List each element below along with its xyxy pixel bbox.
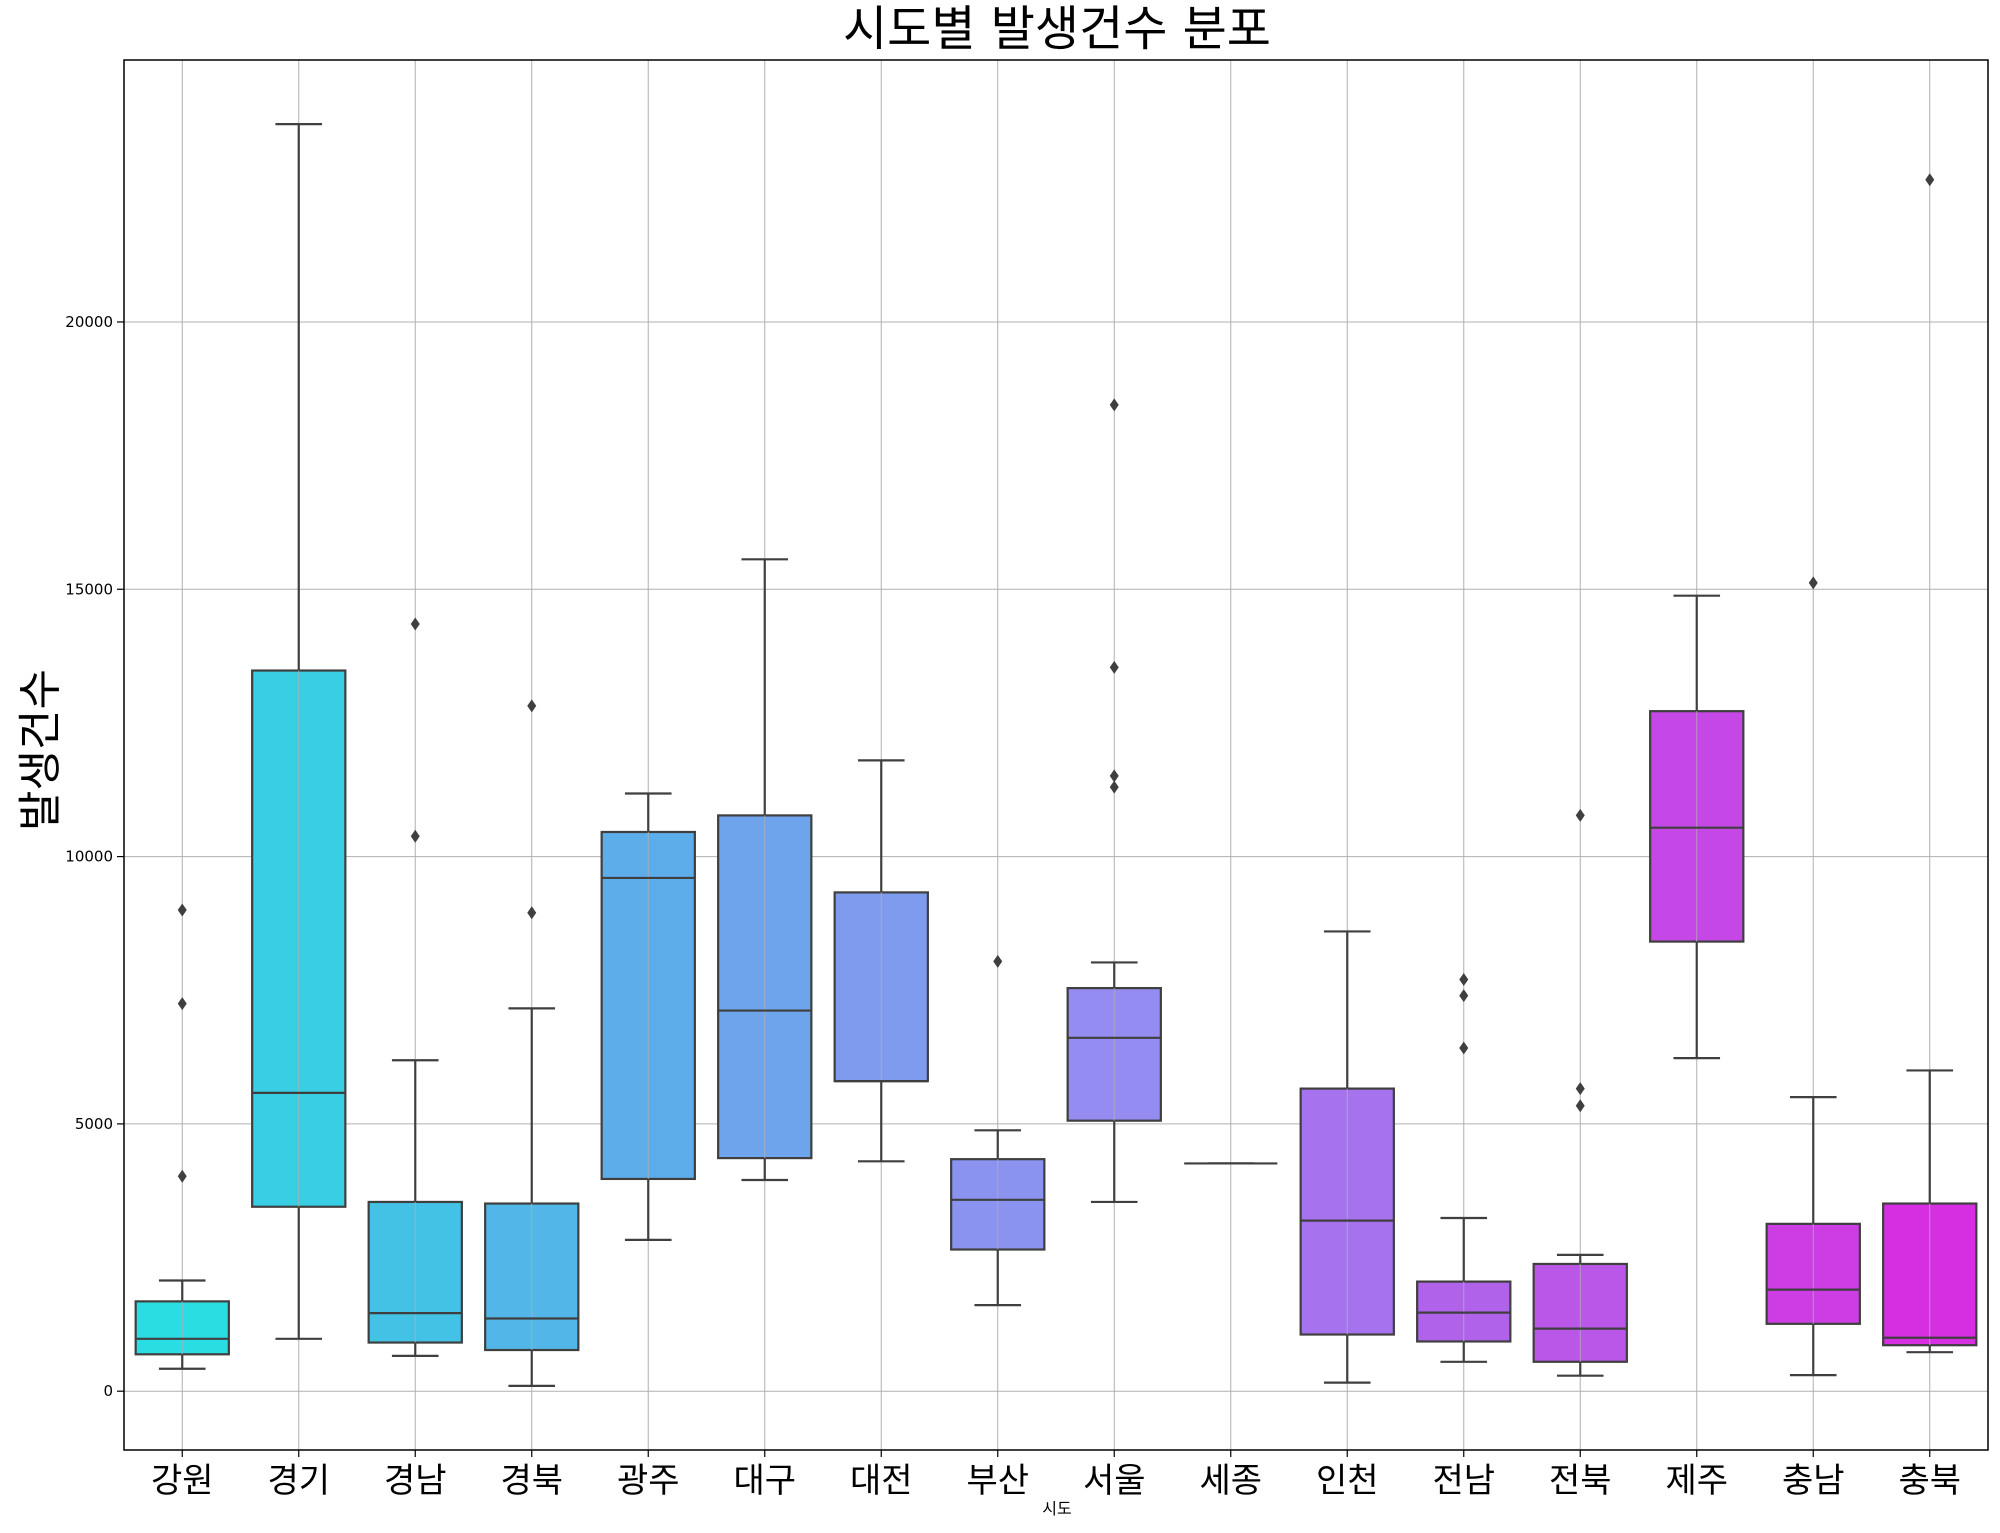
outlier-point xyxy=(1575,1099,1585,1113)
box-3 xyxy=(484,699,580,1387)
box-8 xyxy=(1066,398,1162,1204)
y-axis-label: 발생건수 xyxy=(15,669,66,831)
outlier-point xyxy=(410,829,420,843)
outlier-point xyxy=(1459,973,1469,987)
y-tick-label: 20000 xyxy=(65,313,113,331)
outlier-point xyxy=(1109,780,1119,794)
outlier-point xyxy=(1925,173,1935,187)
box-series xyxy=(134,123,1978,1387)
y-tick-label: 0 xyxy=(103,1382,113,1400)
box-11 xyxy=(1416,973,1512,1363)
outlier-point xyxy=(993,954,1003,968)
box-0 xyxy=(134,903,230,1370)
x-tick-label: 충북 xyxy=(1898,1461,1961,1501)
box-14 xyxy=(1765,576,1861,1377)
y-tick-label: 5000 xyxy=(75,1115,113,1133)
x-tick-label: 경남 xyxy=(384,1461,447,1501)
box-6 xyxy=(833,759,929,1163)
outlier-point xyxy=(410,617,420,631)
box-5 xyxy=(717,558,813,1182)
box-10 xyxy=(1299,930,1395,1384)
outlier-point xyxy=(177,1169,187,1183)
x-tick-label: 서울 xyxy=(1083,1461,1146,1501)
x-tick-label: 강원 xyxy=(151,1461,214,1501)
box-12 xyxy=(1532,808,1628,1377)
x-tick-label: 충남 xyxy=(1782,1461,1845,1501)
x-axis-label: 시도 xyxy=(1042,1499,1071,1518)
outlier-point xyxy=(1109,660,1119,674)
outlier-point xyxy=(177,997,187,1011)
x-axis-ticks: 강원 경기 경남 경북 광주 대구 대전 부산 서울 세종 인천 전남 전북 제주 충남 충북 xyxy=(151,1450,1961,1501)
y-tick-label: 15000 xyxy=(65,580,113,598)
box-2 xyxy=(367,617,463,1358)
outlier-point xyxy=(1109,398,1119,412)
outlier-point xyxy=(1808,576,1818,590)
x-tick-label: 대전 xyxy=(850,1461,913,1501)
x-tick-label: 경기 xyxy=(267,1461,330,1501)
x-tick-label: 제주 xyxy=(1665,1461,1728,1501)
outlier-point xyxy=(177,903,187,917)
box-1 xyxy=(251,123,347,1340)
box-13 xyxy=(1649,594,1745,1060)
outlier-point xyxy=(1575,808,1585,822)
box-7 xyxy=(950,954,1046,1307)
box-15 xyxy=(1882,173,1978,1354)
chart-title: 시도별 발생건수 분포 xyxy=(843,1,1271,57)
x-tick-label: 전북 xyxy=(1549,1461,1612,1501)
x-tick-label: 광주 xyxy=(617,1461,680,1501)
x-tick-label: 대구 xyxy=(733,1461,796,1501)
y-tick-label: 10000 xyxy=(65,848,113,866)
x-tick-label: 인천 xyxy=(1316,1461,1379,1501)
box-4 xyxy=(600,792,696,1241)
x-tick-label: 경북 xyxy=(500,1461,563,1501)
x-tick-label: 전남 xyxy=(1432,1461,1495,1501)
outlier-point xyxy=(1459,1041,1469,1055)
outlier-point xyxy=(527,699,537,713)
plot-frame xyxy=(123,59,1989,1451)
outlier-point xyxy=(1109,769,1119,783)
outlier-point xyxy=(527,906,537,920)
x-tick-label: 세종 xyxy=(1199,1461,1262,1501)
x-tick-label: 부산 xyxy=(966,1461,1029,1501)
outlier-point xyxy=(1575,1082,1585,1096)
outlier-point xyxy=(1459,989,1469,1003)
y-axis-ticks: 0 5000 10000 15000 20000 xyxy=(65,313,124,1400)
